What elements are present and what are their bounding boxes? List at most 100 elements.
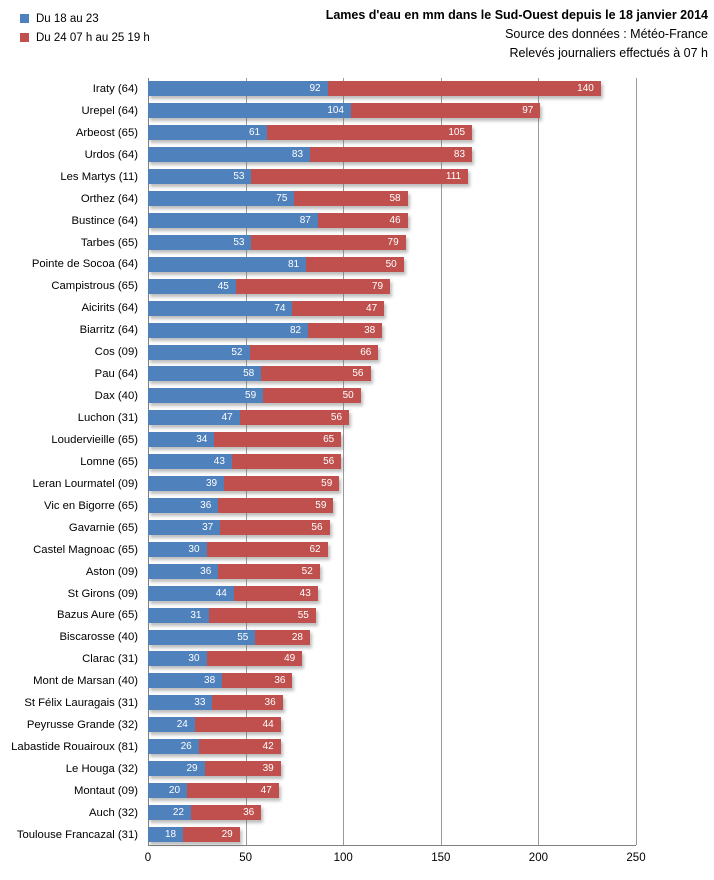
stacked-bar: 53 79 bbox=[148, 234, 406, 250]
bar-segment-period1: 53 bbox=[148, 169, 252, 185]
value-label: 61 bbox=[248, 127, 261, 139]
bar-segment-period1: 39 bbox=[148, 476, 225, 492]
category-label: Toulouse Francazal (31) bbox=[16, 828, 138, 841]
bar-segment-period2: 59 bbox=[224, 476, 340, 492]
category-label: Peyrusse Grande (32) bbox=[26, 719, 138, 732]
bar-row: 55 28 bbox=[148, 626, 636, 648]
stacked-bar: 92 140 bbox=[148, 81, 601, 97]
bar-row: 30 49 bbox=[148, 648, 636, 670]
bar-row: 36 59 bbox=[148, 495, 636, 517]
bar-segment-period2: 50 bbox=[306, 256, 404, 272]
bar-row: 53 111 bbox=[148, 166, 636, 188]
value-label: 79 bbox=[387, 236, 399, 248]
bar-segment-period2: 36 bbox=[190, 804, 262, 820]
bar-segment-period2: 43 bbox=[233, 585, 318, 601]
category-label: Urepel (64) bbox=[81, 104, 138, 117]
value-label: 45 bbox=[217, 280, 229, 292]
bar-segment-period2: 111 bbox=[251, 169, 469, 185]
value-label: 55 bbox=[297, 609, 309, 621]
value-label: 59 bbox=[315, 499, 327, 511]
bar-row: 61 105 bbox=[148, 122, 636, 144]
stacked-bar: 81 50 bbox=[148, 256, 404, 272]
bar-row: 38 36 bbox=[148, 670, 636, 692]
bar-row: 36 52 bbox=[148, 560, 636, 582]
value-label: 111 bbox=[445, 171, 462, 183]
bar-row: 52 66 bbox=[148, 341, 636, 363]
bar-segment-period1: 52 bbox=[148, 344, 250, 360]
bar-segment-period1: 47 bbox=[148, 410, 240, 426]
bar-segment-period1: 37 bbox=[148, 519, 221, 535]
value-label: 53 bbox=[233, 236, 245, 248]
chart-source: Source des données : Météo-France bbox=[505, 27, 708, 41]
value-label: 59 bbox=[245, 390, 257, 402]
bar-segment-period1: 58 bbox=[148, 366, 262, 382]
bar-segment-period2: 42 bbox=[198, 739, 281, 755]
bar-segment-period1: 53 bbox=[148, 234, 252, 250]
gridline-x100 bbox=[343, 78, 345, 845]
value-label: 53 bbox=[233, 171, 245, 183]
value-label: 30 bbox=[188, 653, 200, 665]
bar-segment-period1: 74 bbox=[148, 300, 293, 316]
value-label: 36 bbox=[243, 806, 255, 818]
category-label: Mont de Marsan (40) bbox=[33, 675, 138, 688]
category-label: Gavarnie (65) bbox=[68, 521, 138, 534]
bar-segment-period1: 61 bbox=[148, 125, 268, 141]
bar-segment-period2: 105 bbox=[267, 125, 473, 141]
legend-item-period1: Du 18 au 23 bbox=[20, 9, 150, 28]
value-label: 74 bbox=[274, 302, 286, 314]
bar-segment-period2: 140 bbox=[327, 81, 601, 97]
bar-segment-period1: 38 bbox=[148, 673, 223, 689]
category-label: Pointe de Socoa (64) bbox=[31, 258, 138, 271]
bar-segment-period1: 82 bbox=[148, 322, 309, 338]
bar-segment-period2: 58 bbox=[294, 191, 408, 207]
value-label: 79 bbox=[371, 280, 384, 292]
stacked-bar: 22 36 bbox=[148, 804, 262, 820]
bar-row: 44 43 bbox=[148, 582, 636, 604]
bar-segment-period2: 36 bbox=[212, 695, 283, 711]
value-label: 49 bbox=[284, 653, 296, 665]
value-label: 22 bbox=[172, 806, 184, 818]
bar-row: 18 29 bbox=[148, 823, 636, 845]
bar-segment-period2: 44 bbox=[194, 717, 281, 733]
value-label: 47 bbox=[221, 412, 233, 424]
value-label: 97 bbox=[522, 105, 534, 117]
gridline-x250 bbox=[636, 78, 637, 845]
value-label: 28 bbox=[291, 631, 303, 643]
stacked-bar: 87 46 bbox=[148, 212, 408, 228]
bar-segment-period2: 49 bbox=[206, 651, 303, 667]
category-label: Bustince (64) bbox=[71, 214, 138, 227]
value-label: 44 bbox=[215, 587, 227, 599]
bar-row: 22 36 bbox=[148, 801, 636, 823]
category-label: Bazus Aure (65) bbox=[56, 609, 138, 622]
category-label: Aston (09) bbox=[85, 565, 138, 578]
bar-segment-period2: 56 bbox=[220, 519, 330, 535]
gridline-x200 bbox=[538, 78, 540, 845]
bar-segment-period2: 97 bbox=[351, 103, 541, 119]
stacked-bar: 36 52 bbox=[148, 563, 320, 579]
bar-segment-period2: 36 bbox=[222, 673, 293, 689]
value-label: 29 bbox=[186, 763, 198, 775]
bar-row: 104 97 bbox=[148, 100, 636, 122]
value-label: 44 bbox=[262, 719, 274, 731]
bar-segment-period1: 20 bbox=[148, 782, 188, 798]
bar-segment-period1: 44 bbox=[148, 585, 234, 601]
bar-segment-period2: 56 bbox=[231, 454, 342, 470]
stacked-bar: 53 111 bbox=[148, 169, 469, 185]
bar-row: 87 46 bbox=[148, 210, 636, 232]
bar-row: 33 36 bbox=[148, 692, 636, 714]
value-label: 105 bbox=[448, 127, 466, 139]
value-label: 39 bbox=[262, 763, 274, 775]
stacked-bar: 18 29 bbox=[148, 826, 240, 842]
stacked-bar: 31 55 bbox=[148, 607, 316, 623]
bar-row: 45 79 bbox=[148, 275, 636, 297]
value-label: 43 bbox=[213, 456, 225, 468]
bar-segment-period2: 62 bbox=[206, 541, 328, 557]
bar-row: 24 44 bbox=[148, 714, 636, 736]
category-label: Dax (40) bbox=[94, 390, 138, 403]
value-label: 104 bbox=[327, 105, 344, 117]
bar-segment-period2: 47 bbox=[292, 300, 385, 316]
value-label: 24 bbox=[176, 719, 188, 731]
category-label: Urdos (64) bbox=[84, 148, 138, 161]
value-label: 65 bbox=[323, 434, 335, 446]
bar-row: 20 47 bbox=[148, 780, 636, 802]
